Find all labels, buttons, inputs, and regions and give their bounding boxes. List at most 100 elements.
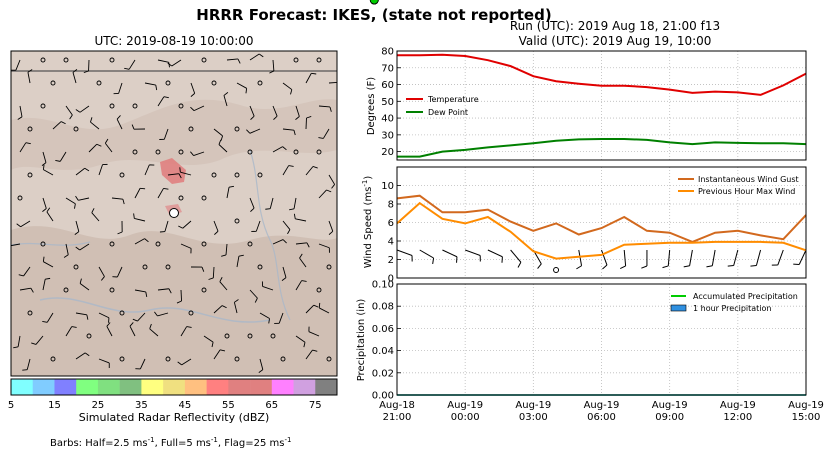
barb-staff	[624, 250, 625, 266]
map-barb-flag	[7, 242, 10, 246]
colorbar-tick-label: 25	[92, 400, 105, 411]
x-tick-label-time: 06:00	[587, 412, 616, 423]
x-tick-label-time: 12:00	[723, 412, 752, 423]
wind-barb	[750, 250, 760, 266]
barb-staff	[734, 250, 738, 265]
barb-staff	[690, 250, 693, 266]
y-tick-label: 2	[388, 255, 394, 266]
y-tick-label: 70	[381, 63, 394, 74]
wind-legend: Instantaneous Wind Gust Previous Hour Ma…	[678, 175, 799, 196]
colorbar-tick-label: 65	[265, 400, 278, 411]
legend-label-dew-point: Dew Point	[428, 108, 468, 117]
legend-label-temperature: Temperature	[427, 95, 479, 104]
barb-staff	[397, 250, 412, 255]
colorbar-swatch	[272, 379, 294, 395]
x-tick-label-date: Aug-19	[788, 400, 824, 411]
barb-staff	[712, 250, 715, 266]
map-area	[7, 51, 343, 376]
y-tick-label: 6	[388, 218, 394, 229]
y-tick-label: 30	[381, 130, 394, 141]
y-tick-label: 8	[388, 200, 394, 211]
map-barb-flag	[22, 370, 27, 371]
y-tick-label: 20	[381, 147, 394, 158]
colorbar-tick-label: 55	[222, 400, 235, 411]
legend-label-accum-precip: Accumulated Precipitation	[693, 292, 798, 301]
colorbar-swatch	[54, 379, 76, 395]
barb-staff	[488, 250, 503, 257]
barb-staff	[579, 250, 582, 266]
barb-staff	[420, 250, 434, 258]
wind-barb	[641, 250, 647, 268]
wind-barb	[728, 250, 738, 266]
barb-flag	[602, 265, 607, 269]
colorbar-swatch	[315, 379, 337, 395]
map-barb-flag	[265, 209, 270, 210]
temperature-legend: Temperature Dew Point	[406, 95, 479, 117]
x-tick-label-date: Aug-19	[652, 400, 688, 411]
barb-flag	[641, 266, 647, 268]
barb-flag	[620, 266, 625, 269]
legend-label-wind-gust: Instantaneous Wind Gust	[698, 175, 799, 184]
wind-barb	[420, 250, 434, 264]
legend-label-hourly-precip: 1 hour Precipitation	[693, 304, 772, 313]
colorbar-label: Simulated Radar Reflectivity (dBZ)	[79, 411, 270, 424]
x-tick-label-date: Aug-19	[447, 400, 483, 411]
map-barb-staff	[181, 290, 182, 301]
barb-flag	[750, 265, 756, 266]
x-tick-label-date: Aug-18	[379, 400, 415, 411]
colorbar-tick-label: 45	[178, 400, 191, 411]
barb-flag	[728, 265, 734, 266]
valid-time-marker	[370, 0, 378, 4]
calm-wind-glyph	[554, 268, 559, 273]
legend-label-max-wind: Previous Hour Max Wind	[698, 187, 795, 196]
y-tick-label: 40	[381, 114, 394, 125]
y-tick-label: 0.04	[372, 346, 394, 357]
legend-swatch-hourly-precip	[671, 305, 686, 311]
wind-barb	[511, 250, 521, 268]
x-tick-label-time: 00:00	[451, 412, 480, 423]
colorbar-swatch	[11, 379, 33, 395]
colorbar-swatch	[98, 379, 120, 395]
map-barb-flag	[340, 82, 342, 87]
x-tick-label-date: Aug-19	[720, 400, 756, 411]
wind-barb	[663, 250, 670, 268]
y-tick-label: 0.10	[372, 280, 394, 291]
barb-flag	[684, 266, 690, 267]
y-tick-label: 50	[381, 97, 394, 108]
colorbar-tick-label: 75	[309, 400, 322, 411]
colorbar-swatch	[228, 379, 250, 395]
colorbar-swatch	[163, 379, 185, 395]
y-tick-label: 4	[388, 237, 394, 248]
barb-staff	[465, 250, 480, 255]
barb-staff	[511, 250, 521, 262]
colorbar-tick-label: 15	[48, 400, 61, 411]
colorbar-swatch	[120, 379, 142, 395]
figure-title: HRRR Forecast: IKES, (state not reported…	[196, 6, 551, 24]
wind-barb	[706, 250, 715, 267]
colorbar-swatch	[141, 379, 163, 395]
temperature-y-label: Degrees (F)	[366, 77, 377, 135]
barb-flag	[538, 264, 542, 269]
barb-staff	[442, 250, 457, 257]
colorbar-swatch	[76, 379, 98, 395]
precip-panel: 0.000.020.040.060.080.10 Precipitation (…	[356, 0, 824, 423]
barb-staff	[756, 250, 760, 265]
map-barb-flag	[319, 303, 320, 308]
colorbar-swatch	[207, 379, 229, 395]
wind-barb	[684, 250, 693, 267]
x-tick-label-date: Aug-19	[584, 400, 620, 411]
precip-x-ticks: Aug-1821:00Aug-1900:00Aug-1903:00Aug-190…	[379, 400, 824, 423]
wind-y-label: Wind Speed (ms-1)	[361, 176, 374, 269]
x-tick-label-date: Aug-19	[515, 400, 551, 411]
y-tick-label: 60	[381, 80, 394, 91]
barb-flag	[663, 266, 669, 268]
colorbar-swatch	[250, 379, 272, 395]
x-tick-label-time: 03:00	[519, 412, 548, 423]
colorbar-tick-label: 5	[8, 400, 14, 411]
precip-y-label: Precipitation (in)	[356, 299, 367, 382]
wind-barb	[772, 250, 783, 265]
